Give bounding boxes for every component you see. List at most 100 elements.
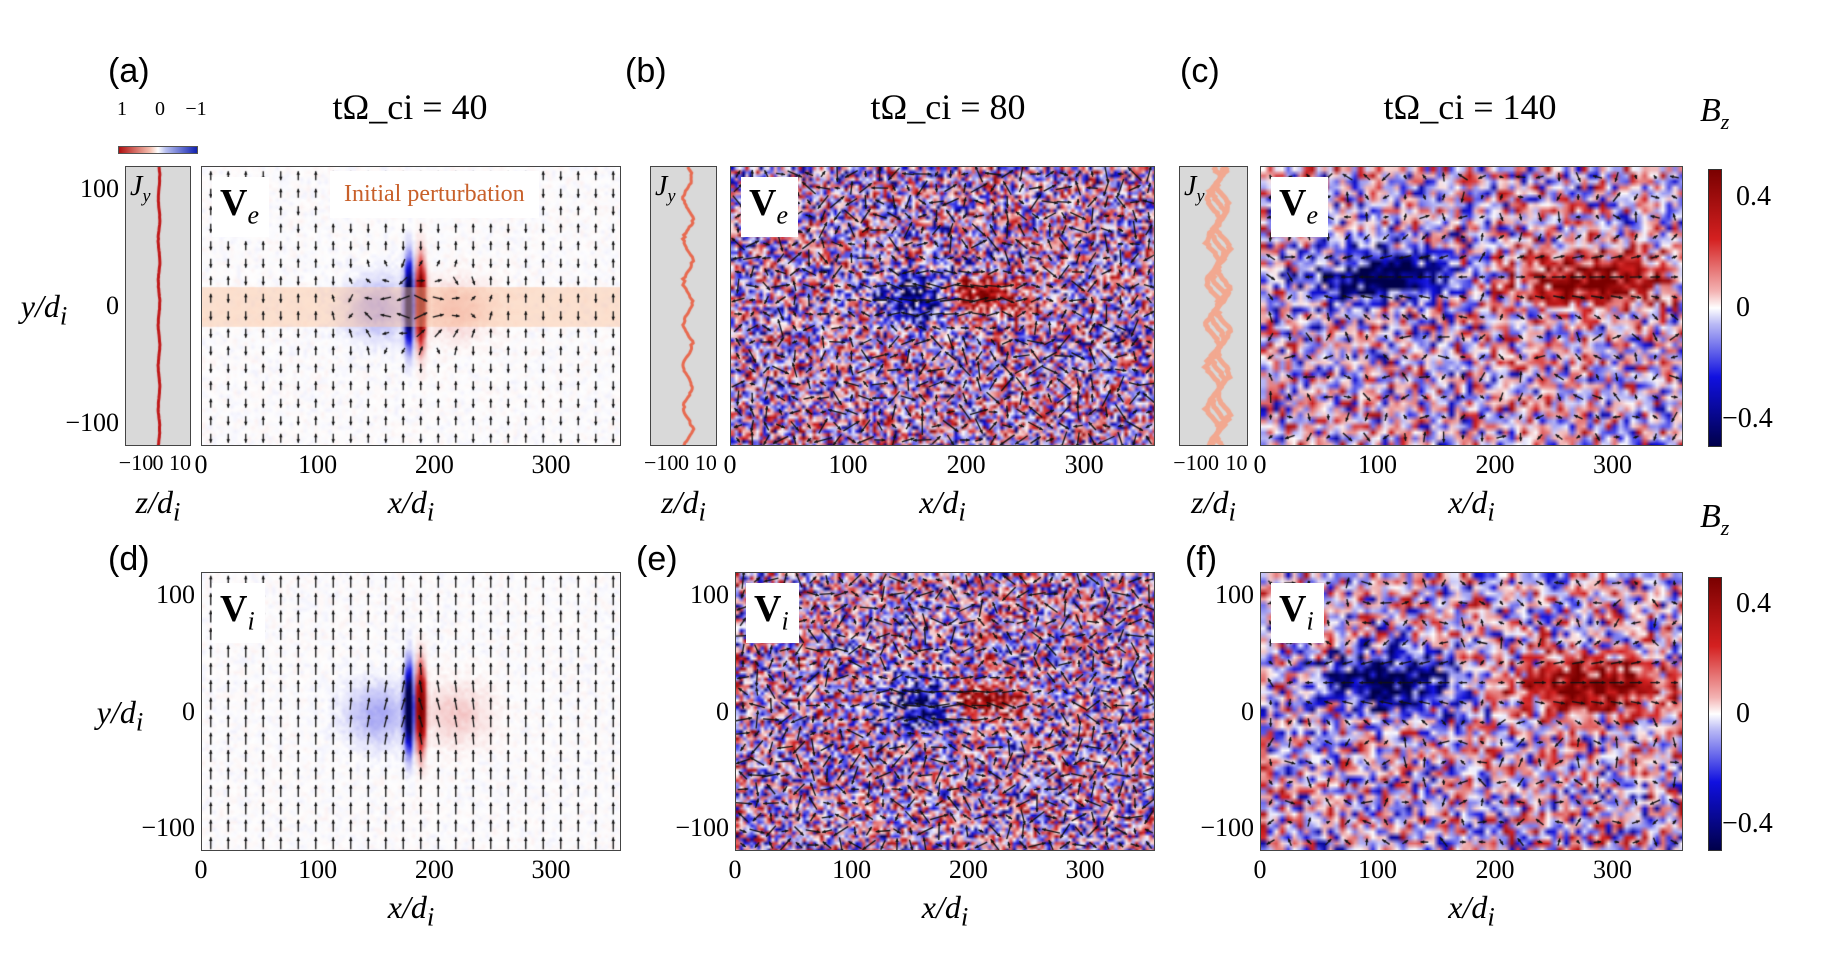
heatmap-panel: Ve Initial perturbation (201, 166, 621, 446)
x-tick: 0 (194, 855, 208, 884)
jy-canvas (126, 167, 190, 445)
x-axis-label-text: x/d (921, 889, 961, 925)
y-tick: 0 (716, 696, 729, 726)
heatmap-panel: Vi (735, 572, 1155, 851)
y-axis-label-text: y/d (20, 288, 60, 324)
vector-field-label-text: V (1279, 588, 1307, 630)
x-tick: 0 (728, 855, 742, 884)
bz-field-canvas (736, 573, 1154, 850)
vector-field-label-subscript: e (247, 200, 259, 230)
z-tick: −10 (643, 450, 679, 475)
x-axis-label-text: x/d (919, 484, 959, 520)
bz-colorbar (1708, 169, 1722, 447)
x-tick: 0 (723, 450, 737, 479)
jy-label: Jy (1184, 171, 1204, 207)
vector-field-label-text: V (1279, 182, 1307, 224)
x-axis-label-subscript: i (958, 496, 966, 527)
colorbar-label: Bz (1700, 498, 1729, 541)
jy-label-subscript: y (142, 185, 151, 206)
x-axis-label-text: x/d (387, 484, 427, 520)
z-tick: 10 (169, 450, 191, 475)
jy-inset-panel: Jy (650, 166, 717, 446)
panel-label: (d) (108, 540, 150, 578)
colorbar-label-subscript: z (1720, 514, 1730, 540)
heatmap-panel: Ve (1260, 166, 1683, 446)
y-tick: 100 (80, 174, 119, 204)
y-axis-label: y/di (21, 288, 68, 331)
x-tick: 300 (1065, 855, 1105, 884)
jy-canvas (651, 167, 716, 445)
panel-label: (e) (636, 540, 678, 578)
z-axis-label-text: z/d (135, 484, 173, 520)
x-tick: 200 (946, 450, 986, 479)
vector-field-label-subscript: e (1306, 200, 1318, 230)
panel-title: tΩ_ci = 40 (332, 87, 488, 127)
jy-label-subscript: y (667, 185, 676, 206)
panel-label: (f) (1185, 540, 1218, 578)
jy-inset-panel: Jy (1179, 166, 1248, 446)
panel-label: (c) (1180, 52, 1220, 90)
panel-label: (a) (108, 52, 150, 90)
bz-field-canvas (731, 167, 1154, 445)
y-tick: −100 (65, 407, 119, 437)
x-axis-label-subscript: i (1487, 901, 1495, 932)
jy-label-text: J (130, 171, 143, 202)
vector-field-label-subscript: i (247, 606, 255, 636)
vector-field-label-text: V (754, 588, 782, 630)
y-tick: 0 (106, 291, 119, 320)
y-axis-label: y/di (97, 694, 144, 737)
x-axis-label-text: x/d (1448, 889, 1488, 925)
x-tick: 100 (832, 855, 872, 884)
colorbar-tick: −0.4 (1722, 403, 1773, 435)
x-tick: 0 (1253, 450, 1267, 479)
x-axis-label-text: x/d (1448, 484, 1488, 520)
z-axis-label-text: z/d (661, 484, 699, 520)
z-axis-label-subscript: i (172, 496, 181, 527)
heatmap-panel: Vi (1260, 572, 1683, 851)
heatmap-panel: Ve (730, 166, 1155, 446)
x-tick: 200 (948, 855, 988, 884)
panel-title: tΩ_ci = 80 (870, 87, 1026, 127)
z-tick: −10 (118, 450, 154, 475)
vector-field-label-subscript: i (1306, 606, 1314, 636)
x-tick: 300 (1593, 855, 1632, 884)
x-tick: 300 (531, 855, 571, 884)
y-tick: 100 (1215, 580, 1254, 610)
jy-label-text: J (1184, 171, 1197, 202)
vector-field-label-text: V (220, 182, 248, 224)
colorbar-label-subscript: z (1720, 108, 1730, 134)
vector-field-label: Vi (1271, 583, 1324, 643)
jy-colorbar-tick: 0 (155, 98, 165, 120)
x-tick: 100 (1358, 855, 1397, 884)
x-axis-label-subscript: i (426, 901, 435, 932)
jy-colorbar-tick: −1 (185, 98, 207, 120)
jy-canvas (1180, 167, 1247, 445)
y-tick: 100 (690, 580, 729, 610)
x-tick: 200 (414, 855, 454, 884)
y-axis-label-text: y/d (96, 694, 136, 730)
vector-field-label-text: V (749, 182, 777, 224)
x-tick: 0 (194, 450, 208, 479)
colorbar-tick: 0 (1736, 698, 1750, 729)
panel-title: tΩ_ci = 140 (1383, 87, 1557, 127)
x-axis-label: x/di (919, 484, 966, 527)
y-tick: −100 (675, 812, 729, 842)
x-tick: 300 (1593, 450, 1632, 479)
x-tick: 200 (1475, 450, 1515, 479)
colorbar-tick: 0.4 (1736, 180, 1771, 212)
x-tick: 200 (414, 450, 454, 479)
x-tick: 100 (298, 855, 338, 884)
x-tick: 300 (531, 450, 571, 479)
colorbar-tick: 0 (1736, 292, 1750, 323)
x-axis-label: x/di (1448, 484, 1495, 527)
colorbar-tick: −0.4 (1722, 807, 1773, 839)
z-axis-label: z/di (1191, 484, 1236, 527)
bz-field-canvas (202, 573, 620, 850)
z-axis-label: z/di (661, 484, 706, 527)
colorbar-label-text: B (1700, 498, 1721, 535)
jy-colorbar-tick: 1 (117, 98, 127, 120)
z-tick: 10 (1225, 450, 1248, 475)
x-tick: 300 (1064, 450, 1104, 479)
vector-field-label: Ve (741, 177, 798, 237)
vector-field-label-text: V (220, 588, 248, 630)
